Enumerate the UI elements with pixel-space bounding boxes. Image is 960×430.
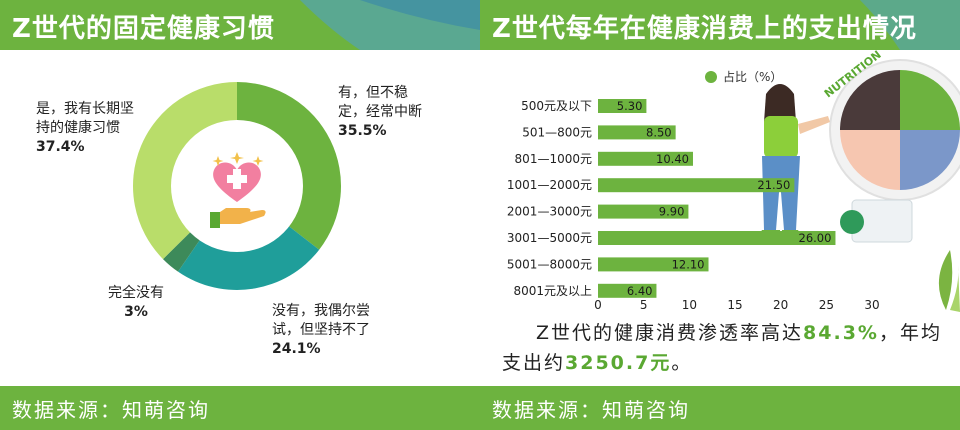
bar-value-label: 12.10 xyxy=(672,257,705,271)
category-label: 2001—3000元 xyxy=(507,205,592,219)
category-label: 501—800元 xyxy=(522,125,592,139)
bar-value-label: 5.30 xyxy=(617,99,643,113)
slice-label-line: 没有，我偶尔尝 xyxy=(272,303,370,319)
bar xyxy=(598,178,795,193)
bar xyxy=(598,99,647,113)
bar-value-label: 26.00 xyxy=(799,231,832,245)
pie-label-none: 完全没有 3% xyxy=(108,284,164,322)
chart-legend: 占比（%） xyxy=(705,68,782,85)
category-label: 801—1000元 xyxy=(515,152,592,166)
average-spend: 3250.7元 xyxy=(565,352,672,374)
legend-swatch xyxy=(705,71,717,83)
category-label: 5001—8000元 xyxy=(507,257,592,271)
x-tick-label: 0 xyxy=(594,298,602,312)
bar-value-label: 6.40 xyxy=(627,284,653,298)
bar xyxy=(598,257,709,272)
x-tick-label: 20 xyxy=(773,298,788,312)
pie-label-occasional: 没有，我偶尔尝 试，但坚持不了 24.1% xyxy=(272,302,370,359)
x-tick-label: 25 xyxy=(819,298,834,312)
category-label: 8001元及以上 xyxy=(513,284,592,298)
right-footer: 数据来源：知萌咨询 xyxy=(480,386,960,430)
pie-chart xyxy=(132,82,342,290)
bar-value-label: 9.90 xyxy=(659,205,685,219)
category-label: 3001—5000元 xyxy=(507,231,592,245)
pie-label-long-term: 是，我有长期坚 持的健康习惯 37.4% xyxy=(36,100,134,157)
slice-percent: 35.5% xyxy=(338,123,387,139)
pie-label-unstable: 有，但不稳 定，经常中断 35.5% xyxy=(338,84,422,141)
legend-label: 占比（%） xyxy=(723,70,783,84)
slice-label-line: 完全没有 xyxy=(108,285,164,301)
title-decoration xyxy=(860,0,960,50)
x-tick-label: 5 xyxy=(640,298,648,312)
slice-label-line: 定，经常中断 xyxy=(338,104,422,120)
bar xyxy=(598,204,689,219)
x-tick-label: 15 xyxy=(727,298,742,312)
category-label: 1001—2000元 xyxy=(507,178,592,192)
slice-label-line: 是，我有长期坚 xyxy=(36,101,134,117)
slice-label-line: 试，但坚持不了 xyxy=(272,322,370,338)
right-title: Z世代每年在健康消费上的支出情况 xyxy=(492,14,917,44)
heart-hand-icon xyxy=(210,152,266,228)
left-panel: Z世代的固定健康习惯 有，但不稳 定，经常中断 35.5% 没有，我偶尔尝 试，… xyxy=(0,0,480,430)
slice-percent: 3% xyxy=(124,304,148,320)
bar xyxy=(598,231,836,245)
left-title-bar: Z世代的固定健康习惯 xyxy=(0,0,480,50)
title-decoration xyxy=(300,0,480,50)
bar-value-label: 8.50 xyxy=(646,125,672,139)
nutrition-illustration: NUTRITION xyxy=(756,50,960,312)
right-source: 数据来源：知萌咨询 xyxy=(492,398,690,422)
bar-value-label: 10.40 xyxy=(656,152,689,166)
slice-percent: 24.1% xyxy=(272,341,321,357)
right-title-bar: Z世代每年在健康消费上的支出情况 xyxy=(480,0,960,50)
slice-label-line: 持的健康习惯 xyxy=(36,120,120,136)
category-label: 500元及以下 xyxy=(521,99,592,113)
bar xyxy=(598,151,693,166)
summary-part: Z世代的健康消费渗透率高达 xyxy=(536,322,804,344)
bar-value-label: 21.50 xyxy=(757,178,790,192)
x-tick-label: 30 xyxy=(864,298,879,312)
penetration-rate: 84.3% xyxy=(803,322,879,344)
left-source: 数据来源：知萌咨询 xyxy=(12,398,210,422)
slice-percent: 37.4% xyxy=(36,139,85,155)
summary-text: Z世代的健康消费渗透率高达84.3%，年均支出约3250.7元。 xyxy=(502,318,942,378)
right-panel: Z世代每年在健康消费上的支出情况 占比（%） NUTRITION xyxy=(480,0,960,430)
summary-part: 。 xyxy=(671,352,693,374)
left-footer: 数据来源：知萌咨询 xyxy=(0,386,480,430)
left-title: Z世代的固定健康习惯 xyxy=(12,14,275,44)
bar xyxy=(598,283,657,298)
plant-decoration xyxy=(938,250,960,312)
slice-label-line: 有，但不稳 xyxy=(338,85,408,101)
x-tick-label: 10 xyxy=(682,298,697,312)
summary-part: ，年均支出约 xyxy=(502,322,942,374)
bar xyxy=(598,125,676,140)
